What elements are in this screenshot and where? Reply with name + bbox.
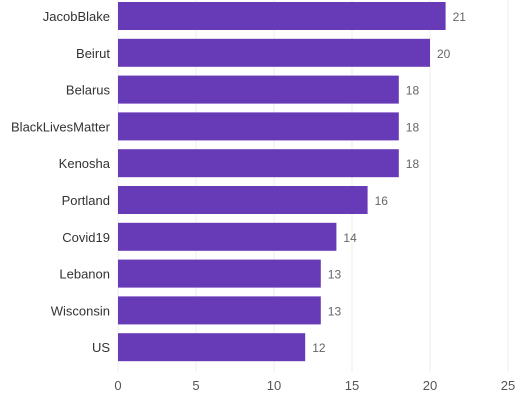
category-label: Wisconsin <box>51 303 110 318</box>
category-label: Belarus <box>66 83 111 98</box>
bar-value-label: 18 <box>406 120 420 134</box>
category-label: JacobBlake <box>43 9 110 24</box>
x-axis-ticks: 0 5 10 15 20 25 <box>114 378 515 393</box>
x-tick-label: 10 <box>267 378 281 393</box>
category-label: Beirut <box>76 46 110 61</box>
x-tick-label: 0 <box>114 378 121 393</box>
category-label: US <box>92 340 110 355</box>
bar[interactable] <box>118 333 306 362</box>
bar-value-label: 21 <box>453 10 467 24</box>
category-label: Covid19 <box>62 230 110 245</box>
bar-value-label: 18 <box>406 157 420 171</box>
bar[interactable] <box>118 222 337 251</box>
bar-value-label: 18 <box>406 84 420 98</box>
bar-value-label: 12 <box>312 341 326 355</box>
bar[interactable] <box>118 186 368 214</box>
bar[interactable] <box>118 38 430 67</box>
bar[interactable] <box>118 259 321 288</box>
category-label: Portland <box>62 193 110 208</box>
bar-value-label: 20 <box>437 47 451 61</box>
bar-value-label: 16 <box>375 194 389 208</box>
x-tick-label: 5 <box>192 378 199 393</box>
category-label: BlackLivesMatter <box>11 119 111 134</box>
bar-value-label: 13 <box>328 304 342 318</box>
bar[interactable] <box>118 2 446 30</box>
x-tick-label: 25 <box>501 378 515 393</box>
x-tick-label: 15 <box>345 378 359 393</box>
bar[interactable] <box>118 149 399 178</box>
category-label: Kenosha <box>59 156 111 171</box>
category-labels: JacobBlake Beirut Belarus BlackLivesMatter K… <box>11 9 111 355</box>
bar-value-label: 14 <box>343 231 357 245</box>
bar-value-label: 13 <box>328 268 342 282</box>
bar[interactable] <box>118 75 399 104</box>
bar[interactable] <box>118 296 321 325</box>
category-label: Lebanon <box>59 267 110 282</box>
bars <box>118 2 446 362</box>
bar[interactable] <box>118 112 399 141</box>
data-labels: 21 20 18 18 18 16 14 13 13 12 <box>312 10 466 355</box>
x-tick-label: 20 <box>423 378 437 393</box>
